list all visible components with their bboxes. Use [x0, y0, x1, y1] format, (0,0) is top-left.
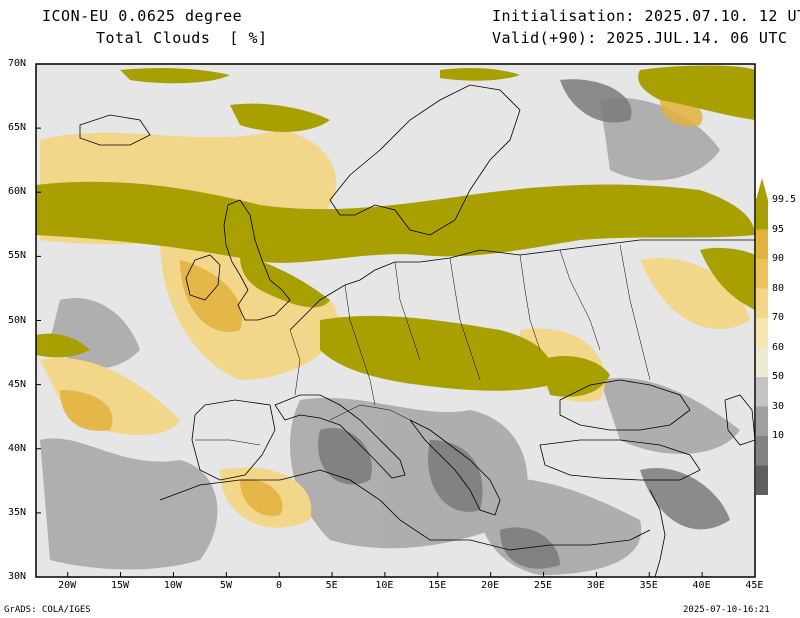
- thick-cloud-fringe: [60, 99, 703, 516]
- lat-label: 35N: [8, 506, 27, 518]
- coast-turkey: [539, 439, 701, 481]
- colorbar-swatch: [756, 377, 768, 407]
- software-credit: GrADS: COLA/IGES: [4, 605, 91, 615]
- colorbar-swatch: [756, 200, 768, 230]
- colorbar-swatch: [756, 229, 768, 259]
- lat-label: 50N: [8, 314, 27, 326]
- overcast-areas: [36, 65, 755, 397]
- coast-britain: [223, 199, 291, 321]
- lon-label: 10W: [163, 580, 182, 591]
- lat-label: 30N: [8, 571, 27, 582]
- lon-label: 5E: [325, 580, 338, 591]
- colorbar-swatch: [756, 406, 768, 436]
- coast-north-africa: [159, 469, 651, 551]
- coast-black-sea: [559, 379, 691, 431]
- borders: [195, 244, 651, 446]
- lon-label: 35E: [639, 580, 658, 591]
- coast-france-italy: [274, 394, 406, 479]
- coast-continent: [289, 239, 755, 331]
- coast-ireland: [185, 254, 221, 301]
- coast-levant: [649, 489, 666, 577]
- valid-time: Valid(+90): 2025.JUL.14. 06 UTC: [492, 29, 788, 47]
- coast-iberia: [191, 399, 276, 481]
- field-title: Total Clouds [ %]: [96, 29, 268, 47]
- lat-label: 55N: [8, 250, 27, 262]
- lon-label: 25E: [533, 580, 552, 591]
- axis-ticks: [36, 63, 756, 578]
- lon-label: 5W: [219, 580, 232, 591]
- coastlines: [79, 84, 755, 577]
- lon-label: 10E: [375, 580, 394, 591]
- map-field: [36, 64, 755, 577]
- colorbar-label: 10: [772, 430, 785, 441]
- lat-label: 70N: [8, 58, 27, 69]
- coast-balkans-greece: [409, 419, 501, 516]
- colorbar-swatch: [756, 288, 768, 318]
- colorbar-label: 30: [772, 400, 785, 412]
- lon-label: 15E: [428, 580, 447, 591]
- colorbar-label: 70: [772, 312, 785, 323]
- lon-label: 20W: [58, 580, 77, 591]
- lon-label: 30E: [586, 580, 605, 591]
- coast-iceland: [79, 114, 151, 146]
- colorbar-swatch: [756, 347, 768, 377]
- colorbar-label: 99.5: [772, 194, 797, 205]
- model-title: ICON-EU 0.0625 degree: [42, 7, 243, 25]
- lon-label: 0: [275, 580, 283, 591]
- colorbar-label: 80: [772, 282, 785, 294]
- lon-label: 20E: [481, 580, 500, 591]
- colorbar-swatch: [756, 436, 768, 466]
- colorbar-swatch: [756, 259, 768, 289]
- colorbar-label: 60: [772, 341, 785, 353]
- render-timestamp: 2025-07-10-16:21: [683, 605, 770, 615]
- colorbar-swatch: [756, 318, 768, 348]
- coast-scandinavia: [329, 84, 521, 236]
- coast-caspian: [724, 394, 755, 446]
- colorbar: [756, 178, 768, 495]
- colorbar-label: 95: [772, 223, 785, 235]
- colorbar-swatch: [756, 465, 768, 495]
- init-time: Initialisation: 2025.07.10. 12 UTC: [492, 7, 800, 25]
- lat-label: 40N: [8, 442, 27, 454]
- colorbar-label: 90: [772, 253, 785, 264]
- lon-label: 15W: [110, 580, 130, 591]
- lat-label: 65N: [8, 122, 27, 134]
- lat-label: 60N: [8, 186, 27, 198]
- lat-label: 45N: [8, 378, 27, 390]
- lon-label: 45E: [745, 580, 764, 591]
- lon-label: 40E: [692, 580, 711, 591]
- colorbar-arrow: [756, 178, 768, 200]
- colorbar-label: 50: [772, 371, 785, 382]
- patchy-cloud-areas: [318, 79, 730, 569]
